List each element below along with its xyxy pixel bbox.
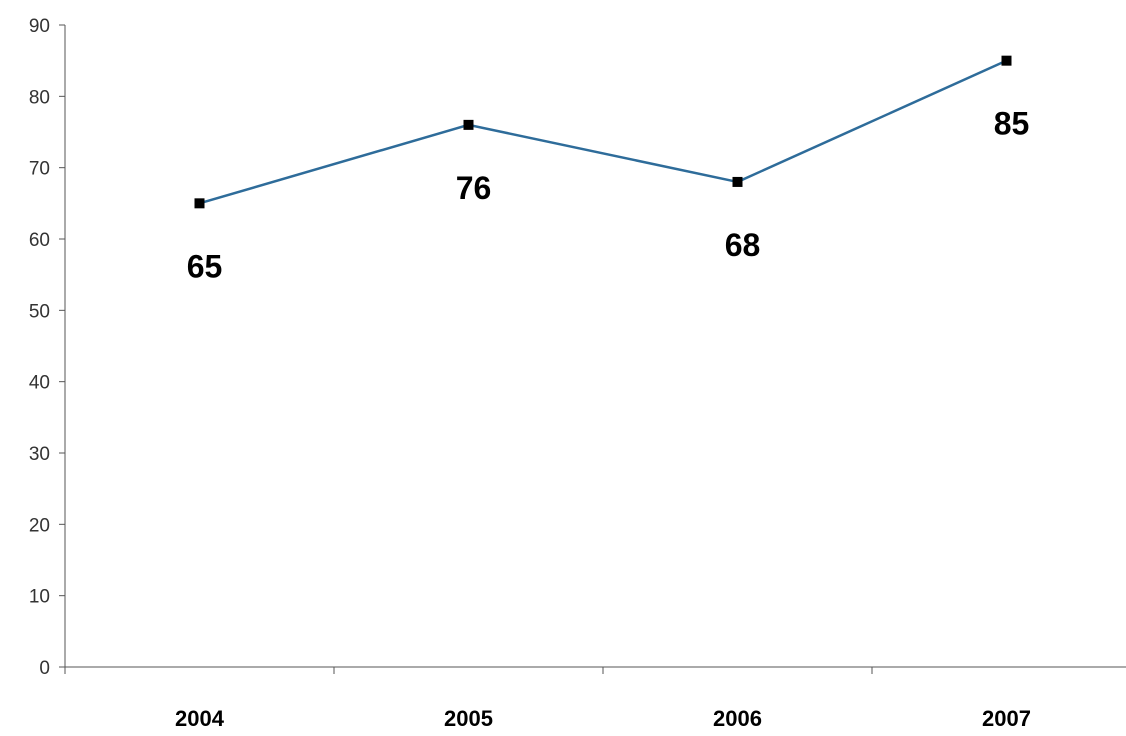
y-tick-label: 60 <box>29 230 50 251</box>
data-point-marker <box>463 119 474 130</box>
y-tick-label: 10 <box>29 587 50 608</box>
x-tick-label: 2005 <box>444 706 493 731</box>
x-tick-label: 2007 <box>982 706 1031 731</box>
y-tick-label: 80 <box>29 87 50 108</box>
data-point-marker <box>1001 55 1012 66</box>
series-line-segment <box>199 123 469 205</box>
axes: 0 10 20 30 40 50 60 70 80 90 2004 2005 2006 2007 <box>29 16 1126 731</box>
y-tick-label: 30 <box>29 444 50 465</box>
data-label: 65 <box>187 248 223 284</box>
series-line-segment <box>468 123 738 184</box>
x-tick-label: 2006 <box>713 706 762 731</box>
data-label: 76 <box>456 170 492 206</box>
y-tick-label: 50 <box>29 301 50 322</box>
y-tick-label: 20 <box>29 515 50 536</box>
data-point-marker <box>194 198 205 209</box>
y-tick-label: 40 <box>29 373 50 394</box>
y-tick-label: 70 <box>29 159 50 180</box>
data-label: 85 <box>994 106 1030 142</box>
data-label: 68 <box>725 227 761 263</box>
x-tick-label: 2004 <box>175 706 225 731</box>
data-labels-layer: 65 76 68 85 <box>187 106 1030 285</box>
series-line-segment <box>736 59 1008 184</box>
data-point-marker <box>732 176 743 187</box>
series-line-layer <box>194 55 1012 209</box>
y-tick-label: 0 <box>39 658 50 679</box>
y-tick-label: 90 <box>29 16 50 37</box>
